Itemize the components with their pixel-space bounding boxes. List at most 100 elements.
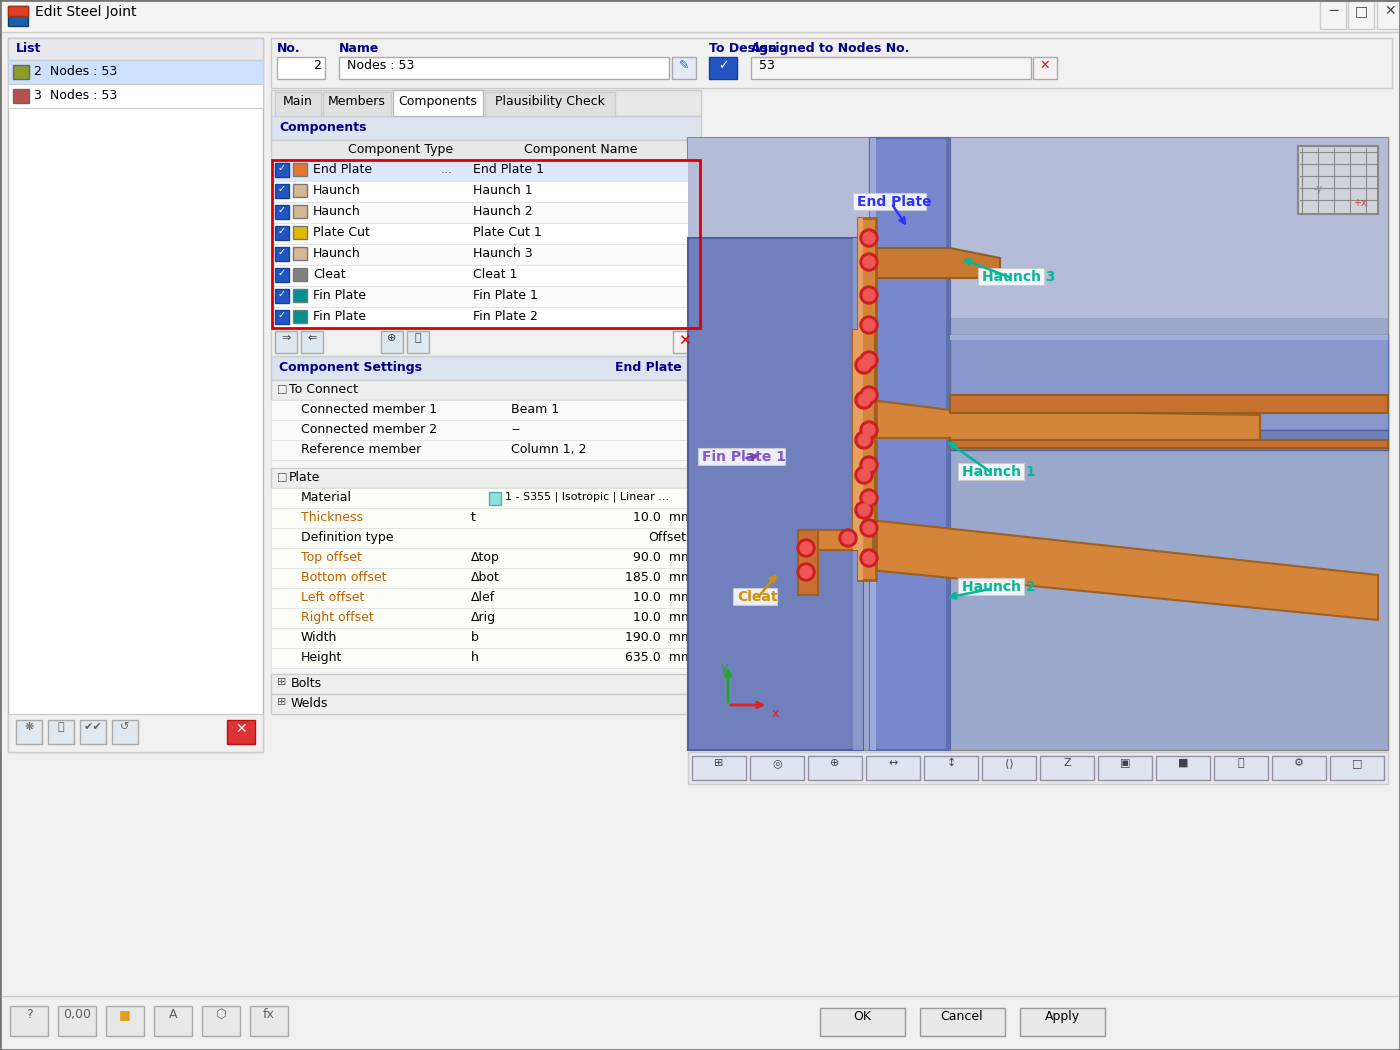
Text: End Plate 1: End Plate 1 xyxy=(473,163,545,176)
Text: End Plate: End Plate xyxy=(314,163,372,176)
Text: ⊕: ⊕ xyxy=(830,758,840,768)
Bar xyxy=(272,328,701,356)
Bar xyxy=(8,60,263,84)
Bar xyxy=(951,395,1387,413)
Text: To Connect: To Connect xyxy=(288,383,358,396)
Text: Component Settings: Component Settings xyxy=(279,361,421,374)
Text: Offsets: Offsets xyxy=(648,531,693,544)
Circle shape xyxy=(858,504,869,516)
Text: fx: fx xyxy=(263,1008,274,1021)
Text: 💾: 💾 xyxy=(414,333,421,343)
Bar xyxy=(272,488,701,508)
Polygon shape xyxy=(869,248,1000,278)
Bar xyxy=(272,116,701,140)
Text: ↔: ↔ xyxy=(889,758,897,768)
Bar xyxy=(274,289,288,303)
Bar xyxy=(708,57,736,79)
Text: ?: ? xyxy=(25,1008,32,1021)
Circle shape xyxy=(855,501,874,519)
Text: OK: OK xyxy=(853,1010,871,1023)
Text: Welds: Welds xyxy=(291,697,329,710)
Text: Height: Height xyxy=(301,651,343,664)
Bar xyxy=(272,694,701,714)
Text: Apply: Apply xyxy=(1044,1010,1079,1023)
Text: □: □ xyxy=(277,471,287,481)
Text: x: x xyxy=(771,707,780,720)
Text: 635.0  mm: 635.0 mm xyxy=(624,651,693,664)
Text: Width: Width xyxy=(301,631,337,644)
Bar xyxy=(858,218,862,580)
Text: Fin Plate 2: Fin Plate 2 xyxy=(473,310,538,323)
Bar xyxy=(106,1006,144,1036)
Text: ⊕: ⊕ xyxy=(388,333,396,343)
Text: Name: Name xyxy=(339,42,379,55)
Text: 3  Nodes : 53: 3 Nodes : 53 xyxy=(34,89,118,102)
Circle shape xyxy=(839,529,857,547)
Bar xyxy=(858,218,876,580)
Text: To Design: To Design xyxy=(708,42,777,55)
Circle shape xyxy=(862,232,875,244)
Text: Plate Cut 1: Plate Cut 1 xyxy=(473,226,542,239)
Text: Edit Steel Joint: Edit Steel Joint xyxy=(35,5,137,19)
Bar xyxy=(951,440,1387,448)
Text: Haunch 2: Haunch 2 xyxy=(473,205,532,218)
Bar xyxy=(869,138,876,750)
Bar xyxy=(808,756,862,780)
Text: ■: ■ xyxy=(1177,758,1189,768)
Bar xyxy=(750,756,804,780)
Text: End Plate: End Plate xyxy=(857,195,931,209)
Circle shape xyxy=(799,542,812,554)
Bar xyxy=(272,440,701,460)
Text: Column 1, 2: Column 1, 2 xyxy=(511,443,587,456)
Circle shape xyxy=(860,456,878,474)
Text: Fin Plate: Fin Plate xyxy=(314,310,365,323)
Bar xyxy=(293,163,307,176)
Text: ✎: ✎ xyxy=(679,59,689,72)
Text: 185.0  mm: 185.0 mm xyxy=(624,571,693,584)
Bar xyxy=(951,430,1387,450)
Circle shape xyxy=(860,316,878,334)
Text: Haunch 1: Haunch 1 xyxy=(473,184,532,197)
Text: ◎: ◎ xyxy=(773,758,781,768)
Bar xyxy=(272,244,701,265)
Bar xyxy=(951,335,1387,340)
Circle shape xyxy=(860,386,878,404)
Bar xyxy=(798,530,818,595)
Bar xyxy=(272,460,701,468)
Bar xyxy=(393,90,483,116)
Text: ...: ... xyxy=(441,163,454,176)
Bar xyxy=(489,492,501,505)
Circle shape xyxy=(862,459,875,471)
Text: ✓: ✓ xyxy=(279,268,286,278)
Bar xyxy=(1098,756,1152,780)
Circle shape xyxy=(841,532,854,544)
Bar xyxy=(853,330,875,550)
Bar xyxy=(8,84,263,108)
Text: y: y xyxy=(721,662,728,674)
Bar xyxy=(293,226,307,239)
Bar xyxy=(274,184,288,198)
Bar xyxy=(673,331,694,353)
Bar xyxy=(1156,756,1210,780)
Text: Haunch: Haunch xyxy=(314,184,361,197)
Text: Z: Z xyxy=(1063,758,1071,768)
Circle shape xyxy=(858,469,869,481)
Circle shape xyxy=(855,391,874,410)
Text: 1 - S355 | Isotropic | Linear ...: 1 - S355 | Isotropic | Linear ... xyxy=(505,491,669,502)
Text: ✓: ✓ xyxy=(279,226,286,236)
Bar xyxy=(15,720,42,744)
Text: ⧉: ⧉ xyxy=(57,722,64,732)
Text: Plausibility Check: Plausibility Check xyxy=(496,94,605,108)
Bar xyxy=(80,720,106,744)
Bar xyxy=(8,714,263,752)
Bar xyxy=(272,468,701,488)
Bar xyxy=(692,756,746,780)
Bar xyxy=(981,756,1036,780)
Circle shape xyxy=(862,354,875,366)
Bar xyxy=(1298,146,1378,214)
Bar xyxy=(8,6,28,26)
Text: Components: Components xyxy=(279,121,367,134)
Text: ─: ─ xyxy=(1329,4,1337,18)
Bar xyxy=(1330,756,1385,780)
Bar xyxy=(293,310,307,323)
